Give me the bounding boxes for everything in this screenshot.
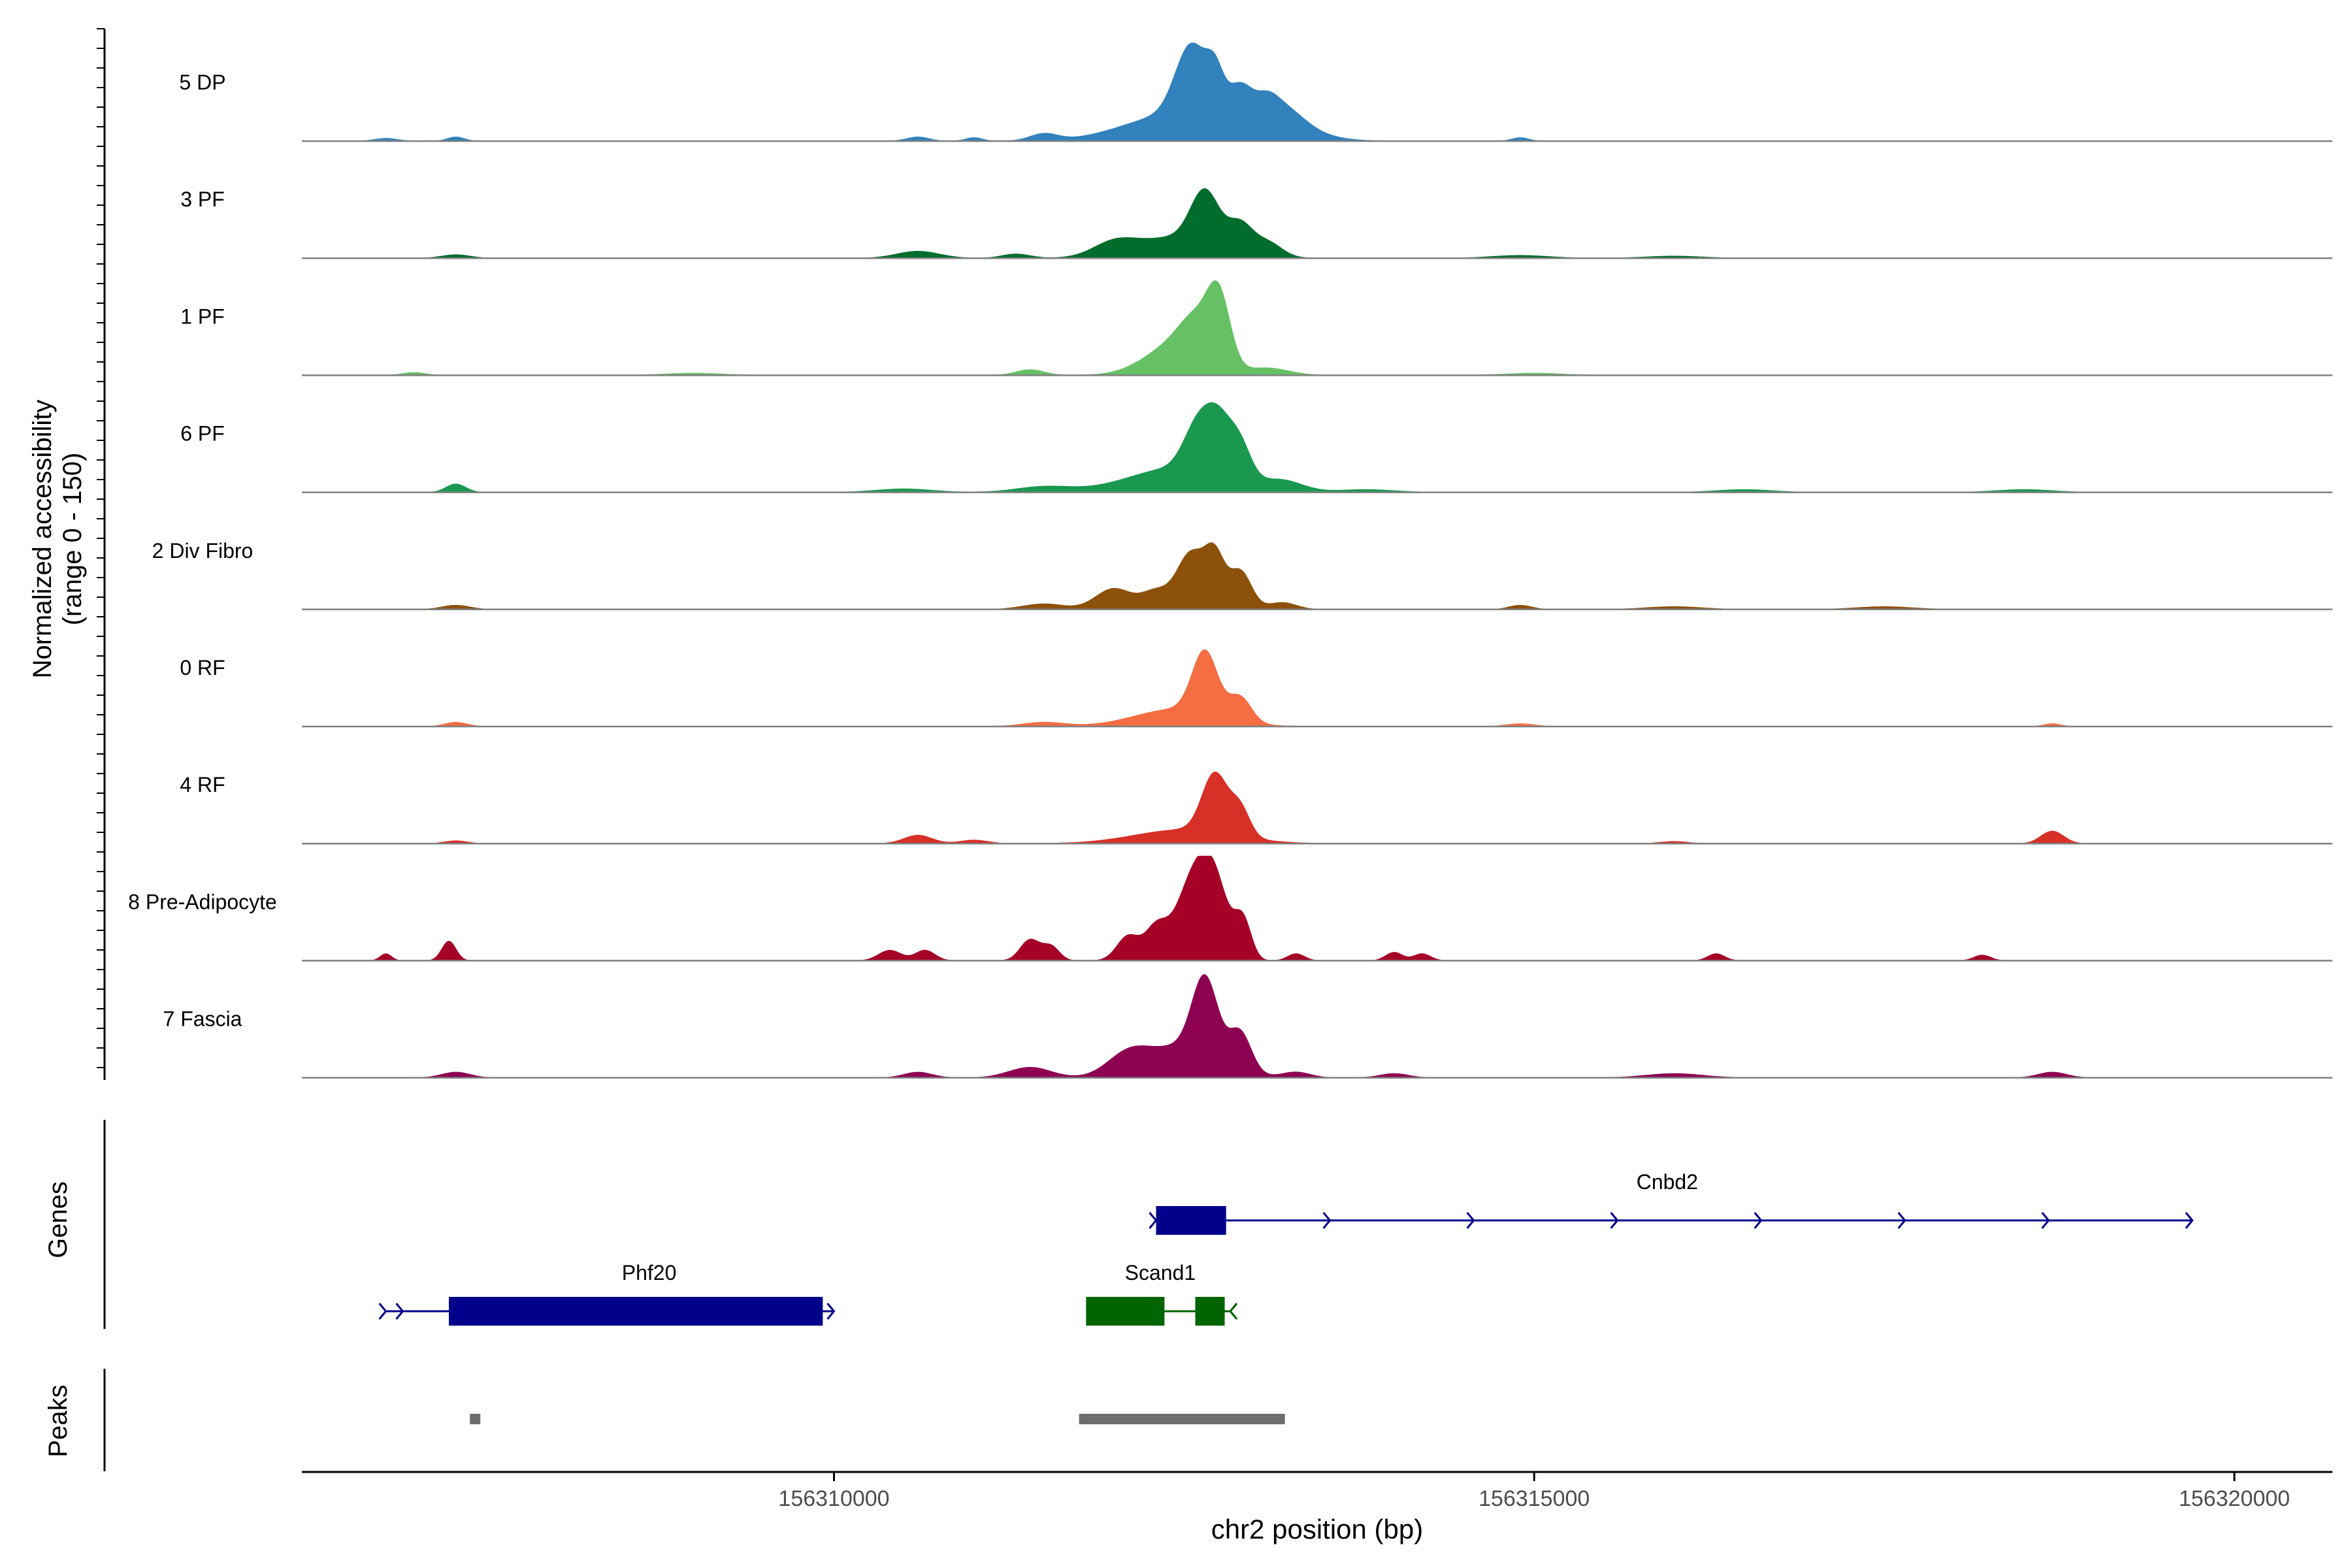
strand-arrow	[1897, 1212, 1906, 1229]
track-area	[302, 771, 2332, 844]
peak-region	[470, 1414, 481, 1424]
track-2: 3 PF	[180, 188, 2332, 259]
x-tick-label: 156315000	[1478, 1486, 1590, 1511]
y-axis-title-line2: (range 0 - 150)	[58, 453, 87, 626]
track-label: 0 RF	[180, 656, 225, 679]
gene-label: Scand1	[1125, 1261, 1196, 1284]
coverage-tracks: 5 DP 3 PF 1 PF 6 PF 2 Div Fibro 0 RF 4 RF 8 Pre…	[128, 42, 2332, 1079]
x-tick-label: 156320000	[2179, 1486, 2290, 1511]
track-label: 5 DP	[179, 71, 225, 94]
strand-arrow	[826, 1303, 836, 1320]
x-tick-label: 156310000	[778, 1486, 889, 1511]
strand-arrow	[1149, 1212, 1158, 1229]
gene-exon	[1156, 1206, 1226, 1235]
strand-arrow	[395, 1303, 404, 1320]
strand-arrow	[2185, 1212, 2194, 1229]
peak-regions	[470, 1414, 1285, 1424]
x-axis-ticks: 156310000 156315000 156320000	[778, 1472, 2290, 1511]
track-label: 2 Div Fibro	[152, 539, 253, 563]
track-label: 6 PF	[180, 422, 225, 446]
track-area	[302, 42, 2332, 142]
track-area	[302, 542, 2332, 610]
gene-cnbd2: Cnbd2	[1149, 1170, 2194, 1235]
peak-region	[1079, 1414, 1285, 1424]
x-axis-title: chr2 position (bp)	[1211, 1514, 1424, 1544]
track-6: 0 RF	[180, 649, 2332, 728]
track-area	[302, 280, 2332, 376]
track-1: 5 DP	[179, 42, 2332, 142]
gene-label: Cnbd2	[1637, 1170, 1698, 1194]
strand-arrow	[1322, 1212, 1331, 1229]
track-3: 1 PF	[180, 280, 2332, 376]
peaks-panel-label: Peaks	[44, 1384, 73, 1457]
track-7: 4 RF	[180, 771, 2332, 845]
track-9: 7 Fascia	[163, 974, 2332, 1079]
track-label: 1 PF	[180, 304, 225, 328]
track-area	[302, 855, 2332, 961]
strand-arrow	[1754, 1212, 1763, 1229]
coverage-y-ticks	[97, 28, 105, 1068]
track-area	[302, 974, 2332, 1079]
strand-arrow	[1466, 1212, 1475, 1229]
gene-label: Phf20	[622, 1261, 677, 1284]
gene-exon	[1086, 1297, 1165, 1326]
gene-exon	[1195, 1297, 1225, 1326]
track-5: 2 Div Fibro	[152, 539, 2332, 611]
gene-annotations: Cnbd2 Phf20 Scand1	[378, 1170, 2194, 1326]
track-area	[302, 649, 2332, 727]
gene-scand1: Scand1	[1086, 1261, 1238, 1326]
y-axis-title-line1: Normalized accessibility	[28, 400, 57, 679]
track-8: 8 Pre-Adipocyte	[128, 855, 2332, 962]
track-area	[302, 402, 2332, 493]
track-label: 7 Fascia	[163, 1007, 242, 1031]
track-area	[302, 188, 2332, 259]
strand-arrow	[1229, 1303, 1238, 1320]
track-label: 3 PF	[180, 188, 225, 211]
strand-arrow	[1610, 1212, 1619, 1229]
genes-panel-label: Genes	[44, 1181, 73, 1258]
strand-arrow	[378, 1303, 387, 1320]
gene-exon	[449, 1297, 823, 1326]
strand-arrow	[2041, 1212, 2050, 1229]
track-4: 6 PF	[180, 402, 2332, 493]
gene-phf20: Phf20	[378, 1261, 836, 1326]
track-label: 8 Pre-Adipocyte	[128, 890, 277, 913]
track-label: 4 RF	[180, 773, 225, 796]
